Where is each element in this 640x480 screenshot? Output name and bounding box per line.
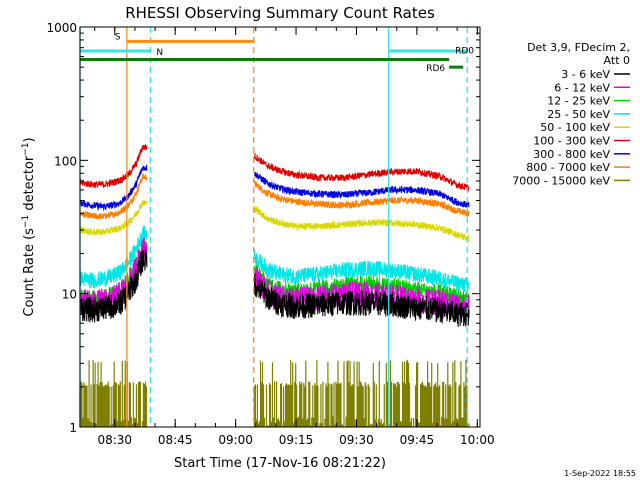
legend-label-3-6-kev: 3 - 6 keV bbox=[561, 68, 610, 81]
series-50-100-kev-segment-1 bbox=[79, 199, 148, 237]
y-axis-label: Count Rate (s−1 detector−1) bbox=[21, 137, 37, 316]
x-tick-label-0915: 09:15 bbox=[279, 433, 314, 447]
legend-label-300-800-kev: 300 - 800 keV bbox=[533, 148, 610, 161]
series-100-300-kev-segment-1 bbox=[79, 144, 148, 189]
series-3-6-kev-segment-2 bbox=[253, 273, 470, 327]
flag-label-rd0: RD0 bbox=[455, 47, 474, 57]
y-tick-label-10: 10 bbox=[62, 288, 77, 302]
legend-label-100-300-kev: 100 - 300 keV bbox=[533, 135, 610, 148]
x-tick-label-0900: 09:00 bbox=[218, 433, 253, 447]
flag-label-rd6: RD6 bbox=[426, 64, 445, 74]
x-axis-label: Start Time (17-Nov-16 08:21:22) bbox=[174, 456, 386, 471]
x-tick-label-0845: 08:45 bbox=[158, 433, 193, 447]
x-tick-label-1000: 10:00 bbox=[460, 433, 495, 447]
x-tick-label-0830: 08:30 bbox=[97, 433, 132, 447]
legend-header-line-1: Det 3,9, FDecim 2, bbox=[527, 41, 630, 54]
series-7000-15000-kev-segment-1 bbox=[79, 360, 148, 427]
series-12-25-kev-segment-2 bbox=[253, 265, 470, 308]
legend-label-25-50-kev: 25 - 50 keV bbox=[547, 108, 610, 121]
legend-label-800-7000-kev: 800 - 7000 keV bbox=[526, 161, 610, 174]
footer-date: 1-Sep-2022 18:55 bbox=[564, 469, 636, 478]
series-50-100-kev-segment-2 bbox=[253, 205, 470, 242]
y-tick-label-1000: 1000 bbox=[46, 21, 77, 35]
x-tick-label-0945: 09:45 bbox=[400, 433, 435, 447]
series-800-7000-kev-segment-2 bbox=[253, 180, 470, 218]
chart-title: RHESSI Observing Summary Count Rates bbox=[125, 4, 435, 22]
x-tick-label-0930: 09:30 bbox=[339, 433, 374, 447]
series-800-7000-kev-segment-1 bbox=[79, 173, 148, 220]
plot-frame bbox=[79, 26, 481, 428]
legend-label-50-100-kev: 50 - 100 keV bbox=[540, 121, 610, 134]
legend-label-6-12-kev: 6 - 12 keV bbox=[554, 81, 610, 94]
series-25-50-kev-segment-1 bbox=[79, 224, 148, 289]
series-100-300-kev-segment-2 bbox=[254, 153, 470, 192]
flag-label-s: S bbox=[115, 32, 121, 42]
legend-label-12-25-kev: 12 - 25 keV bbox=[547, 95, 610, 108]
legend-header-line-2: Att 0 bbox=[604, 54, 630, 67]
series-300-800-kev-segment-2 bbox=[253, 171, 470, 208]
y-tick-label-100: 100 bbox=[54, 154, 77, 168]
series-7000-15000-kev-segment-2 bbox=[253, 359, 470, 427]
series-25-50-kev-segment-2 bbox=[253, 249, 470, 294]
series-300-800-kev-segment-1 bbox=[79, 164, 148, 212]
series-3-6-kev-segment-1 bbox=[79, 247, 148, 323]
y-tick-label-1: 1 bbox=[69, 421, 77, 435]
legend-label-7000-15000-kev: 7000 - 15000 keV bbox=[512, 174, 610, 187]
flag-label-n: N bbox=[156, 48, 163, 58]
